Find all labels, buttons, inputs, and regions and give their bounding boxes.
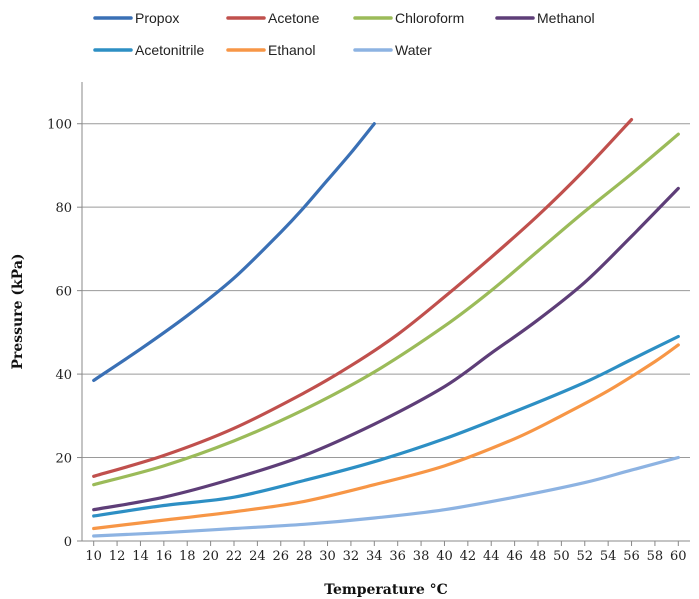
x-tick-label: 54 — [600, 549, 617, 564]
y-tick-label: 20 — [55, 452, 72, 467]
series-lines — [92, 118, 680, 538]
x-tick-label: 50 — [553, 549, 570, 564]
x-tick-label: 26 — [272, 549, 289, 564]
x-tick-label: 36 — [389, 549, 406, 564]
series-line-ethanol — [92, 343, 680, 531]
x-tick-label: 38 — [413, 549, 430, 564]
series-line-chloroform — [92, 132, 680, 487]
y-tick-label: 80 — [55, 201, 72, 216]
x-axis-ticks: 10 12 14 16 18 20 22 24 26 28 30 32 34 36 38 40 42 44 46 48… — [85, 541, 687, 564]
x-tick-label: 42 — [460, 549, 477, 564]
y-tick-label: 100 — [47, 118, 72, 133]
y-tick-label: 0 — [64, 535, 72, 550]
x-tick-label: 52 — [576, 549, 593, 564]
x-tick-label: 48 — [530, 549, 547, 564]
legend-label: Water — [395, 42, 432, 58]
x-tick-label: 22 — [226, 549, 243, 564]
legend-item-acetone: Acetone — [226, 10, 320, 26]
x-tick-label: 40 — [436, 549, 453, 564]
x-tick-label: 32 — [343, 549, 360, 564]
legend-label: Chloroform — [395, 10, 464, 26]
y-tick-label: 60 — [55, 285, 72, 300]
legend-item-water: Water — [353, 42, 432, 58]
x-tick-label: 20 — [202, 549, 219, 564]
x-tick-label: 10 — [85, 549, 102, 564]
legend-label: Methanol — [537, 10, 595, 26]
legend-item-propox: Propox — [93, 10, 179, 26]
x-tick-label: 16 — [156, 549, 173, 564]
legend: Propox Acetone Chloroform Methanol Acetonitr… — [93, 10, 595, 58]
series-line-acetone — [92, 118, 634, 478]
y-tick-label: 40 — [55, 368, 72, 383]
x-tick-label: 24 — [249, 549, 266, 564]
y-axis-ticks: 0 20 40 60 80 100 — [47, 118, 82, 550]
series-line-methanol — [92, 186, 680, 512]
legend-label: Acetonitrile — [135, 42, 204, 58]
legend-item-acetonitrile: Acetonitrile — [93, 42, 204, 58]
legend-item-chloroform: Chloroform — [353, 10, 464, 26]
x-tick-label: 44 — [483, 549, 500, 564]
x-axis-title: Temperature °C — [324, 582, 448, 598]
x-tick-label: 56 — [623, 549, 640, 564]
x-tick-label: 46 — [506, 549, 523, 564]
x-tick-label: 34 — [366, 549, 383, 564]
legend-item-ethanol: Ethanol — [226, 42, 315, 58]
x-tick-label: 58 — [647, 549, 664, 564]
x-tick-label: 30 — [319, 549, 336, 564]
x-tick-label: 60 — [670, 549, 687, 564]
legend-item-methanol: Methanol — [495, 10, 595, 26]
series-line-acetonitrile — [92, 334, 680, 518]
x-tick-label: 18 — [179, 549, 196, 564]
gridlines — [82, 123, 690, 459]
y-axis-title: Pressure (kPa) — [10, 253, 26, 369]
series-line-propox — [92, 122, 376, 382]
legend-label: Ethanol — [268, 42, 315, 58]
x-tick-label: 14 — [132, 549, 149, 564]
legend-label: Propox — [135, 10, 179, 26]
x-tick-label: 28 — [296, 549, 313, 564]
series-line-water — [92, 455, 680, 538]
x-tick-label: 12 — [109, 549, 126, 564]
legend-label: Acetone — [268, 10, 320, 26]
